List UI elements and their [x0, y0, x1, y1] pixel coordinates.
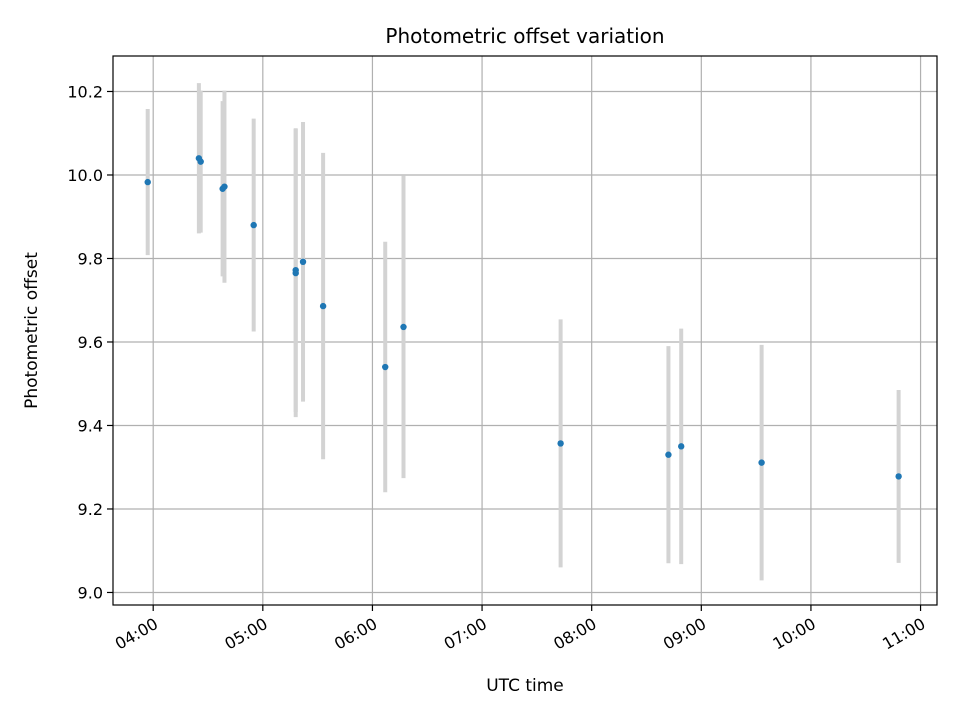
chart-title: Photometric offset variation [385, 24, 664, 48]
data-point [221, 183, 228, 190]
y-tick-label: 9.0 [78, 583, 103, 602]
y-tick-label: 9.2 [78, 500, 103, 519]
data-point [678, 443, 685, 450]
data-point [292, 269, 299, 277]
data-point [299, 258, 307, 266]
y-tick-label: 10.0 [67, 166, 103, 185]
y-tick-label: 10.2 [67, 82, 103, 101]
y-axis-label: Photometric offset [22, 252, 42, 409]
plot-frame [112, 55, 938, 606]
data-point [319, 302, 327, 310]
grid [113, 56, 937, 605]
data-point [250, 221, 257, 229]
data-point [144, 178, 151, 186]
y-tick-label: 9.8 [78, 249, 103, 268]
y-axis: 9.0 9.2 9.4 9.6 9.8 10.0 10.2 [67, 82, 113, 602]
y-tick-label: 9.4 [78, 416, 103, 435]
data-point [758, 459, 765, 466]
y-tick-label: 9.6 [78, 333, 103, 352]
data-point [400, 323, 407, 331]
data-points [144, 155, 902, 480]
x-axis-label: UTC time [486, 676, 564, 696]
data-point [197, 158, 204, 165]
data-point [557, 440, 564, 447]
data-point [895, 473, 902, 480]
data-point [382, 363, 389, 371]
data-point [665, 451, 672, 458]
